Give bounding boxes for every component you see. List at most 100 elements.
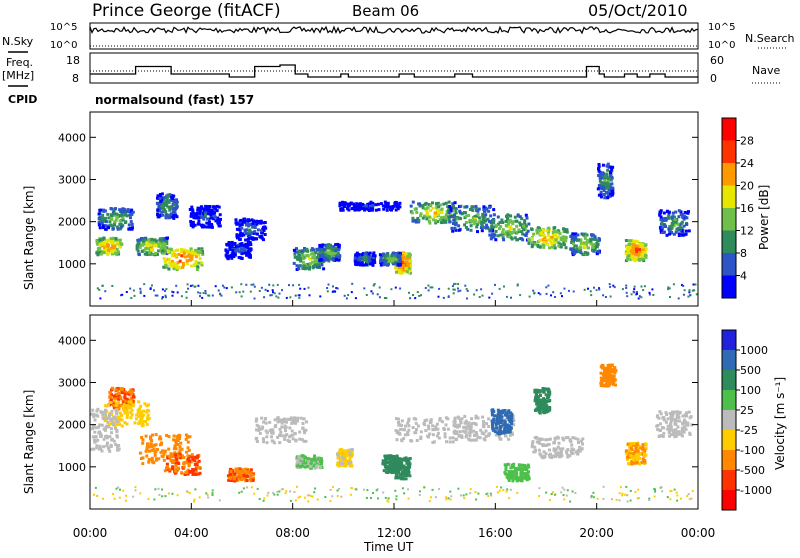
- velocity-cell: [234, 468, 237, 471]
- velocity-cell: [387, 456, 390, 459]
- power-cell: [321, 243, 324, 246]
- power-cell: [571, 237, 574, 240]
- power-cell: [163, 238, 166, 241]
- power-cell: [522, 225, 525, 228]
- velocity-cell: [243, 474, 246, 477]
- power-cell: [240, 227, 243, 230]
- velocity-cell: [166, 465, 169, 468]
- power-cell: [606, 174, 609, 177]
- velocity-cell: [661, 426, 664, 429]
- velocity-cell: [174, 453, 177, 456]
- velocity-cell: [153, 448, 156, 451]
- velocity-cell: [92, 413, 95, 416]
- power-cell: [596, 239, 599, 242]
- power-cell: [311, 252, 314, 255]
- velocity-cell: [452, 436, 455, 439]
- power-cell: [392, 252, 395, 255]
- velocity-cell: [148, 458, 151, 461]
- velocity-cell: [690, 415, 693, 418]
- power-cell: [633, 291, 635, 293]
- power-cell: [625, 287, 627, 289]
- power-cell: [143, 295, 145, 297]
- power-cell: [140, 292, 142, 294]
- velocity-cell: [163, 459, 166, 462]
- velocity-cell: [176, 443, 179, 446]
- velocity-cell: [109, 395, 112, 398]
- power-cell: [240, 249, 243, 252]
- velocity-cell: [533, 446, 536, 449]
- power-cell: [547, 285, 549, 287]
- power-cell: [324, 253, 327, 256]
- velocity-cell: [337, 457, 340, 460]
- power-cell: [571, 232, 574, 235]
- power-cell: [611, 187, 614, 190]
- velocity-cell: [680, 430, 683, 433]
- power-cell: [606, 165, 609, 168]
- velocity-cell: [142, 414, 145, 417]
- power-cell: [578, 247, 581, 250]
- velocity-cell: [465, 420, 468, 423]
- velocity-cell: [126, 416, 129, 419]
- velocity-cell: [449, 441, 452, 444]
- velocity-cell: [630, 442, 633, 445]
- power-cell: [688, 291, 690, 293]
- velocity-cell: [665, 413, 668, 416]
- power-cell: [107, 226, 110, 229]
- power-cell: [231, 249, 234, 252]
- velocity-cell: [658, 410, 661, 413]
- power-cell: [208, 226, 211, 229]
- power-cell: [146, 242, 149, 245]
- velocity-cell: [611, 379, 614, 382]
- velocity-cell: [543, 410, 546, 413]
- power-cell: [479, 296, 481, 298]
- velocity-cell: [548, 449, 551, 452]
- power-cell: [599, 180, 602, 183]
- velocity-cell: [313, 459, 316, 462]
- velocity-cell: [170, 452, 173, 455]
- velocity-cell: [101, 414, 104, 417]
- power-cell: [555, 238, 558, 241]
- power-cell: [218, 290, 220, 292]
- power-cell: [164, 243, 167, 246]
- power-cell: [553, 227, 556, 230]
- power-cell: [161, 214, 164, 217]
- velocity-cell: [674, 432, 677, 435]
- velocity-cell: [104, 429, 107, 432]
- power-cell: [609, 286, 611, 288]
- power-cell: [268, 284, 270, 286]
- power-cell: [687, 210, 690, 213]
- power-cell: [452, 219, 455, 222]
- power-cell: [186, 260, 189, 263]
- power-cell: [689, 294, 691, 296]
- power-cell: [478, 208, 481, 211]
- power-cell: [154, 252, 157, 255]
- velocity-cell: [454, 421, 457, 424]
- velocity-cell: [507, 438, 510, 441]
- power-cell: [327, 290, 329, 292]
- power-cell: [129, 288, 131, 290]
- power-cell: [412, 220, 415, 223]
- power-cell: [226, 250, 229, 253]
- power-cell: [301, 249, 304, 252]
- power-cell: [328, 250, 331, 253]
- velocity-cell: [541, 438, 544, 441]
- velocity-cell: [671, 429, 674, 432]
- velocity-cell: [508, 427, 511, 430]
- power-cell: [684, 211, 687, 214]
- power-cell: [628, 246, 631, 249]
- power-cell: [102, 224, 105, 227]
- power-cell: [356, 206, 359, 209]
- velocity-cell: [581, 443, 584, 446]
- velocity-cell: [499, 437, 502, 440]
- power-cell: [219, 293, 221, 295]
- power-cell: [539, 246, 542, 249]
- velocity-cell: [132, 404, 135, 407]
- power-cell: [326, 287, 328, 289]
- velocity-cell: [110, 418, 113, 421]
- velocity-cell: [534, 409, 537, 412]
- velocity-cell: [542, 397, 545, 400]
- power-cell: [502, 238, 505, 241]
- velocity-cell: [157, 457, 160, 460]
- power-cell: [561, 295, 563, 297]
- power-cell: [262, 227, 265, 230]
